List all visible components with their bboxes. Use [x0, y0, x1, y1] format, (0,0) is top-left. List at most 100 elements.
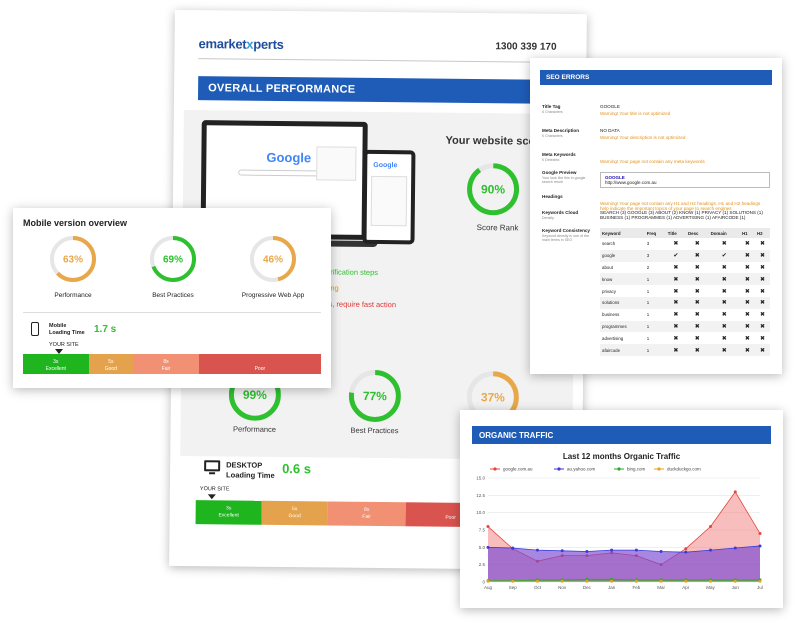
speed-segment-time: 5s [108, 359, 114, 365]
mobile-overview-card: Mobile version overview 63% Performance 69… [13, 208, 331, 388]
cross-icon: ✖ [708, 296, 740, 309]
speed-segment-label: Poor [254, 366, 266, 372]
mobile-score-gauge-value: 46% [263, 255, 283, 266]
speed-segment-label: Fair [161, 366, 171, 372]
cross-icon: ✖ [754, 296, 770, 309]
keyword-consistency-table: Keyword Freq Title Desc Domain H1 H2 search 3 ✖ ✖… [600, 228, 770, 356]
keyword-cell-keyword: advertising [602, 335, 624, 341]
overall-performance-banner: OVERALL PERFORMANCE [197, 76, 563, 104]
mobile-score-ring: 63% [50, 236, 96, 287]
data-point [684, 579, 688, 583]
seo-row-value: GOOGLE [600, 104, 620, 109]
cross-icon: ✖ [721, 288, 727, 295]
cross-icon: ✖ [744, 241, 750, 248]
mobile-score-gauge-progress [50, 236, 96, 282]
keyword-table-row: search 3 ✖ ✖ ✖ ✖ ✖ [600, 238, 770, 250]
cross-icon: ✖ [739, 249, 755, 262]
x-tick-label: Mar [657, 585, 665, 590]
legend-marker [657, 467, 661, 471]
laptop-search-bar [238, 169, 329, 177]
legend-label: google.com.au [503, 467, 533, 472]
y-tick-label: 10.0 [476, 510, 485, 515]
keyword-table-header: H2 [754, 228, 770, 238]
tablet-google-logo: Google [373, 161, 398, 170]
data-point [634, 548, 638, 552]
cross-icon: ✖ [665, 344, 686, 356]
chart-title: Last 12 months Organic Traffic [562, 452, 681, 461]
cross-icon: ✖ [673, 312, 679, 319]
y-tick-label: 0 [482, 580, 485, 585]
legend-marker [557, 467, 561, 471]
mobile-score-label: Performance [54, 292, 92, 299]
keyword-cell-freq: 3 [644, 249, 666, 262]
mobile-score-ring: 46% [250, 236, 296, 287]
cross-icon: ✖ [739, 320, 755, 333]
keyword-table-header: H1 [739, 228, 755, 238]
data-point [486, 579, 490, 583]
mobile-score-gauge-value: 63% [63, 255, 83, 266]
data-point [585, 579, 589, 583]
cross-icon: ✖ [685, 249, 709, 262]
cross-icon: ✖ [673, 288, 679, 295]
tablet-mockup: Google [362, 149, 416, 245]
keyword-table-row: afaircode 1 ✖ ✖ ✖ ✖ ✖ [600, 344, 770, 356]
desktop-score-gauge-progress [348, 369, 401, 422]
cross-icon: ✖ [721, 241, 727, 248]
mobile-loading-label: Mobile Loading Time [49, 323, 85, 336]
keyword-cell-freq: 1 [646, 312, 650, 318]
seo-row-warning: Warning! Your page not contain any H1 an… [600, 201, 761, 211]
cross-icon: ✖ [694, 335, 700, 342]
desktop-score-gauge: 77% [348, 369, 401, 422]
series-area [488, 545, 760, 582]
phone-number: 1300 339 170 [495, 41, 557, 53]
cross-icon: ✖ [744, 288, 750, 295]
cross-icon: ✖ [754, 249, 770, 262]
keyword-cell-keyword: programmes [600, 320, 645, 333]
mobile-score-gauge: 69% [150, 236, 196, 282]
speed-segment-time: 5s [292, 506, 298, 513]
desktop-score-gauge-value: 37% [481, 390, 505, 404]
legend-line: ors, require fast action [321, 299, 397, 310]
mobile-your-site-caret-icon [55, 349, 63, 354]
data-point [709, 525, 713, 529]
google-preview-box: GOOGLE http://www.google.com.au [600, 172, 770, 188]
check-icon: ✔ [708, 249, 740, 262]
google-preview-title: GOOGLE [605, 175, 625, 180]
your-site-marker: YOUR SITE [199, 486, 230, 493]
mobile-phone-icon [31, 322, 39, 336]
y-tick-label: 12.5 [476, 493, 485, 498]
data-point [709, 548, 713, 552]
seo-row-sub: Keyword density is one of the main terms… [542, 234, 589, 242]
cross-icon: ✖ [708, 344, 740, 356]
legend-label: au.yahoo.com [567, 467, 596, 472]
data-point [610, 579, 614, 583]
cross-icon: ✖ [739, 296, 755, 309]
score-rank-label: Score Rank [476, 223, 519, 233]
mobile-loading-time: 1.7 s [94, 324, 117, 335]
cross-icon: ✖ [759, 241, 765, 248]
speed-segment: 3s Excellent [23, 354, 89, 374]
keyword-table-row: business 1 ✖ ✖ ✖ ✖ ✖ [600, 309, 770, 321]
keyword-cell-keyword: know [600, 273, 645, 286]
data-point [535, 579, 539, 583]
data-point [758, 544, 762, 548]
speed-segment-label: Poor [445, 514, 456, 521]
series-line [487, 545, 761, 553]
cross-icon: ✖ [754, 344, 770, 356]
mobile-score-gauge-progress [250, 236, 296, 282]
keyword-cell-keyword: afaircode [600, 344, 645, 356]
cross-icon: ✖ [721, 264, 727, 271]
cross-icon: ✖ [694, 312, 700, 319]
desktop-score-label: Performance [233, 424, 277, 434]
x-tick-label: Dec [583, 585, 592, 590]
seo-row-label: Google Preview [542, 170, 577, 175]
organic-traffic-chart: 0 2.5 5.0 7.5 10.0 12.5 15.0 Aug Sep Oct Nov Dec Jan… [476, 467, 763, 591]
legend-marker [493, 467, 497, 471]
keyword-table-row: google 3 ✔ ✖ ✔ ✖ ✖ [600, 249, 770, 262]
organic-traffic-card: ORGANIC TRAFFIC Last 12 months Organic T… [460, 410, 783, 608]
cross-icon: ✖ [685, 344, 709, 356]
mobile-score-gauge-value: 69% [163, 255, 183, 266]
keyword-table-row: advertising 1 ✖ ✖ ✖ ✖ ✖ [600, 332, 770, 344]
keyword-cell-keyword: solutions [600, 296, 645, 309]
desktop-score-gauge-progress [466, 371, 519, 424]
